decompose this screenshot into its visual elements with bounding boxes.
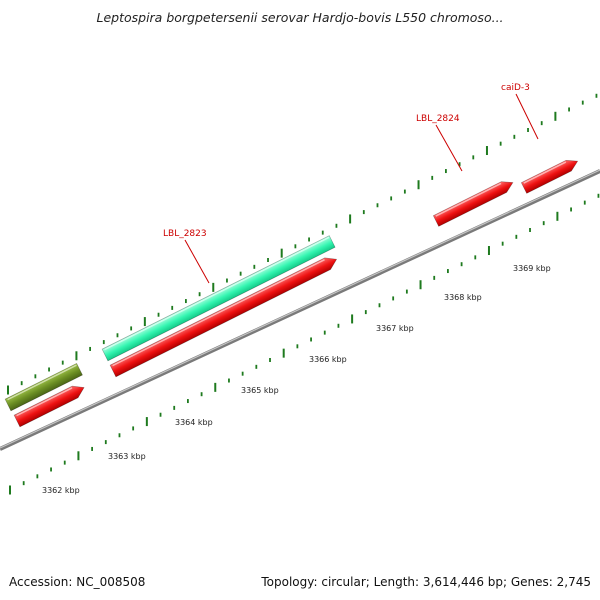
feature-layer <box>4 159 579 428</box>
kbp-tick-label: 3362 kbp <box>42 486 80 495</box>
feature-red-caid-3 <box>520 159 579 194</box>
gene-label: LBL_2823 <box>163 229 207 239</box>
kbp-tick-label: 3366 kbp <box>309 355 347 364</box>
feature-olive <box>4 363 83 412</box>
backbone-highlight <box>0 169 600 449</box>
gene-leader-line <box>435 124 463 172</box>
backbone-layer <box>0 169 600 451</box>
feature-teal-body <box>101 235 336 362</box>
backbone-line <box>0 169 600 451</box>
feature-red-lbl-2824-shine <box>435 182 502 217</box>
feature-red-lbl-2824-body <box>432 181 514 227</box>
map-title: Leptospira borgpetersenii serovar Hardjo… <box>96 10 504 25</box>
tick-layer <box>7 93 600 495</box>
feature-red-caid-3-body <box>520 159 579 194</box>
feature-red-1 <box>13 385 85 428</box>
feature-red-lbl-2824 <box>432 181 514 227</box>
kbp-tick-label: 3363 kbp <box>108 452 146 461</box>
feature-red-lbl-2823-shine <box>112 258 325 367</box>
kbp-tick-label: 3368 kbp <box>444 293 482 302</box>
feature-olive-body <box>4 363 83 412</box>
feature-red-lbl-2823 <box>109 257 338 378</box>
gene-label: LBL_2824 <box>416 114 460 124</box>
feature-teal-shine <box>104 236 330 351</box>
feature-olive-shine <box>7 364 77 401</box>
feature-red-1-body <box>13 385 85 428</box>
kbp-tick-label: 3364 kbp <box>175 418 213 427</box>
kbp-tick-label: 3367 kbp <box>376 324 414 333</box>
feature-red-caid-3-shine <box>523 161 567 184</box>
gene-leader-line <box>515 93 539 140</box>
kbp-tick-label: 3365 kbp <box>241 386 279 395</box>
topology-summary-text: Topology: circular; Length: 3,614,446 bp… <box>261 575 591 589</box>
gene-leader-line <box>184 239 210 284</box>
feature-teal <box>101 235 336 362</box>
gene-label: caiD-3 <box>501 83 530 93</box>
kbp-tick-label: 3369 kbp <box>513 264 551 273</box>
feature-red-1-shine <box>16 387 73 417</box>
label-layer: 3362 kbp 3363 kbp 3364 kbp 3365 kbp 3366 kbp… <box>42 83 551 495</box>
accession-text: Accession: NC_008508 <box>9 575 146 589</box>
feature-red-lbl-2823-body <box>109 257 338 378</box>
